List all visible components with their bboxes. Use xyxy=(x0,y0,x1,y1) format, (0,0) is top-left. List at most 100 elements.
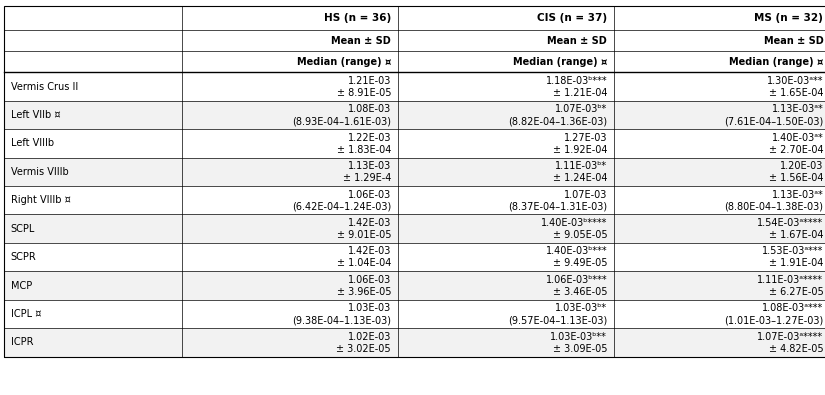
Text: (1.01E-03–1.27E-03): (1.01E-03–1.27E-03) xyxy=(724,315,823,325)
Bar xyxy=(182,214,398,243)
Bar xyxy=(398,243,614,271)
Bar xyxy=(614,271,825,300)
Text: Median (range) ¤: Median (range) ¤ xyxy=(729,56,823,67)
Text: Median (range) ¤: Median (range) ¤ xyxy=(513,56,607,67)
Text: (7.61E-04–1.50E-03): (7.61E-04–1.50E-03) xyxy=(724,116,823,126)
Bar xyxy=(182,300,398,328)
Text: (8.80E-04–1.38E-03): (8.80E-04–1.38E-03) xyxy=(724,201,823,211)
Bar xyxy=(182,129,398,158)
Text: ± 9.05E-05: ± 9.05E-05 xyxy=(553,230,607,240)
Text: 1.20E-03: 1.20E-03 xyxy=(780,161,823,171)
Text: ± 1.24E-04: ± 1.24E-04 xyxy=(553,173,607,183)
Text: 1.02E-03: 1.02E-03 xyxy=(347,332,391,342)
Text: ± 1.83E-04: ± 1.83E-04 xyxy=(337,145,391,154)
Text: ± 1.56E-04: ± 1.56E-04 xyxy=(769,173,823,183)
Text: SCPR: SCPR xyxy=(11,252,36,262)
Text: ± 3.09E-05: ± 3.09E-05 xyxy=(553,344,607,354)
Text: Right VIIIb ¤: Right VIIIb ¤ xyxy=(11,195,71,205)
Bar xyxy=(4,158,182,186)
Text: 1.06E-03ᵇ***: 1.06E-03ᵇ*** xyxy=(545,275,607,285)
Text: ± 9.01E-05: ± 9.01E-05 xyxy=(337,230,391,240)
Text: ± 6.27E-05: ± 6.27E-05 xyxy=(769,287,823,297)
Text: Left VIIb ¤: Left VIIb ¤ xyxy=(11,110,60,120)
Text: MS (n = 32): MS (n = 32) xyxy=(755,13,823,23)
Bar xyxy=(398,129,614,158)
Text: 1.03E-03ᵇ*: 1.03E-03ᵇ* xyxy=(555,303,607,313)
Text: ± 3.02E-05: ± 3.02E-05 xyxy=(337,344,391,354)
Text: 1.03E-03ᵇ**: 1.03E-03ᵇ** xyxy=(550,332,607,342)
Bar xyxy=(4,129,182,158)
Text: ICPR: ICPR xyxy=(11,337,33,348)
Bar xyxy=(4,214,182,243)
Text: 1.06E-03: 1.06E-03 xyxy=(348,190,391,199)
Bar xyxy=(182,186,398,214)
Text: 1.07E-03ᵃ****: 1.07E-03ᵃ**** xyxy=(757,332,823,342)
Text: Median (range) ¤: Median (range) ¤ xyxy=(297,56,391,67)
Text: (8.93E-04–1.61E-03): (8.93E-04–1.61E-03) xyxy=(292,116,391,126)
Bar xyxy=(4,300,182,328)
Bar xyxy=(4,6,825,357)
Bar xyxy=(614,214,825,243)
Text: (9.57E-04–1.13E-03): (9.57E-04–1.13E-03) xyxy=(508,315,607,325)
Text: 1.08E-03: 1.08E-03 xyxy=(348,104,391,114)
Text: 1.07E-03ᵇ*: 1.07E-03ᵇ* xyxy=(555,104,607,114)
Text: 1.53E-03ᵃ***: 1.53E-03ᵃ*** xyxy=(762,246,823,256)
Text: ± 1.21E-04: ± 1.21E-04 xyxy=(553,88,607,98)
Bar xyxy=(398,72,614,101)
Text: ± 3.46E-05: ± 3.46E-05 xyxy=(553,287,607,297)
Text: CIS (n = 37): CIS (n = 37) xyxy=(537,13,607,23)
Bar xyxy=(614,328,825,357)
Bar xyxy=(614,300,825,328)
Bar xyxy=(4,72,182,101)
Text: HS (n = 36): HS (n = 36) xyxy=(323,13,391,23)
Bar xyxy=(4,101,182,129)
Text: ± 1.92E-04: ± 1.92E-04 xyxy=(553,145,607,154)
Bar xyxy=(614,72,825,101)
Bar xyxy=(182,243,398,271)
Text: 1.08E-03ᵃ***: 1.08E-03ᵃ*** xyxy=(762,303,823,313)
Text: MCP: MCP xyxy=(11,280,32,291)
Text: 1.40E-03ᵇ****: 1.40E-03ᵇ**** xyxy=(541,218,607,228)
Bar xyxy=(398,186,614,214)
Text: Mean ± SD: Mean ± SD xyxy=(332,36,391,46)
Bar xyxy=(398,158,614,186)
Text: 1.13E-03ᵃ*: 1.13E-03ᵃ* xyxy=(771,190,823,199)
Text: ICPL ¤: ICPL ¤ xyxy=(11,309,41,319)
Text: 1.42E-03: 1.42E-03 xyxy=(347,246,391,256)
Text: 1.18E-03ᵇ***: 1.18E-03ᵇ*** xyxy=(545,76,607,86)
Bar xyxy=(398,214,614,243)
Text: Vermis Crus II: Vermis Crus II xyxy=(11,81,78,92)
Text: (9.38E-04–1.13E-03): (9.38E-04–1.13E-03) xyxy=(292,315,391,325)
Bar xyxy=(614,158,825,186)
Text: Left VIIIb: Left VIIIb xyxy=(11,138,54,149)
Bar xyxy=(614,101,825,129)
Bar xyxy=(4,271,182,300)
Text: Vermis VIIIb: Vermis VIIIb xyxy=(11,167,68,177)
Text: 1.30E-03ᵃ**: 1.30E-03ᵃ** xyxy=(767,76,823,86)
Text: (8.37E-04–1.31E-03): (8.37E-04–1.31E-03) xyxy=(508,201,607,211)
Text: ± 3.96E-05: ± 3.96E-05 xyxy=(337,287,391,297)
Bar xyxy=(398,101,614,129)
Text: (6.42E-04–1.24E-03): (6.42E-04–1.24E-03) xyxy=(292,201,391,211)
Text: 1.22E-03: 1.22E-03 xyxy=(347,133,391,143)
Text: 1.42E-03: 1.42E-03 xyxy=(347,218,391,228)
Text: 1.13E-03: 1.13E-03 xyxy=(348,161,391,171)
Bar xyxy=(4,243,182,271)
Text: ± 9.49E-05: ± 9.49E-05 xyxy=(553,258,607,268)
Text: SCPL: SCPL xyxy=(11,224,35,234)
Text: ± 1.65E-04: ± 1.65E-04 xyxy=(769,88,823,98)
Text: ± 8.91E-05: ± 8.91E-05 xyxy=(337,88,391,98)
Bar xyxy=(4,186,182,214)
Text: 1.40E-03ᵇ***: 1.40E-03ᵇ*** xyxy=(545,246,607,256)
Text: ± 1.04E-04: ± 1.04E-04 xyxy=(337,258,391,268)
Bar xyxy=(4,328,182,357)
Text: 1.06E-03: 1.06E-03 xyxy=(348,275,391,285)
Text: 1.21E-03: 1.21E-03 xyxy=(347,76,391,86)
Bar xyxy=(614,129,825,158)
Bar xyxy=(182,158,398,186)
Text: 1.11E-03ᵃ****: 1.11E-03ᵃ**** xyxy=(757,275,823,285)
Bar xyxy=(182,72,398,101)
Bar xyxy=(182,101,398,129)
Text: ± 1.67E-04: ± 1.67E-04 xyxy=(769,230,823,240)
Text: (8.82E-04–1.36E-03): (8.82E-04–1.36E-03) xyxy=(508,116,607,126)
